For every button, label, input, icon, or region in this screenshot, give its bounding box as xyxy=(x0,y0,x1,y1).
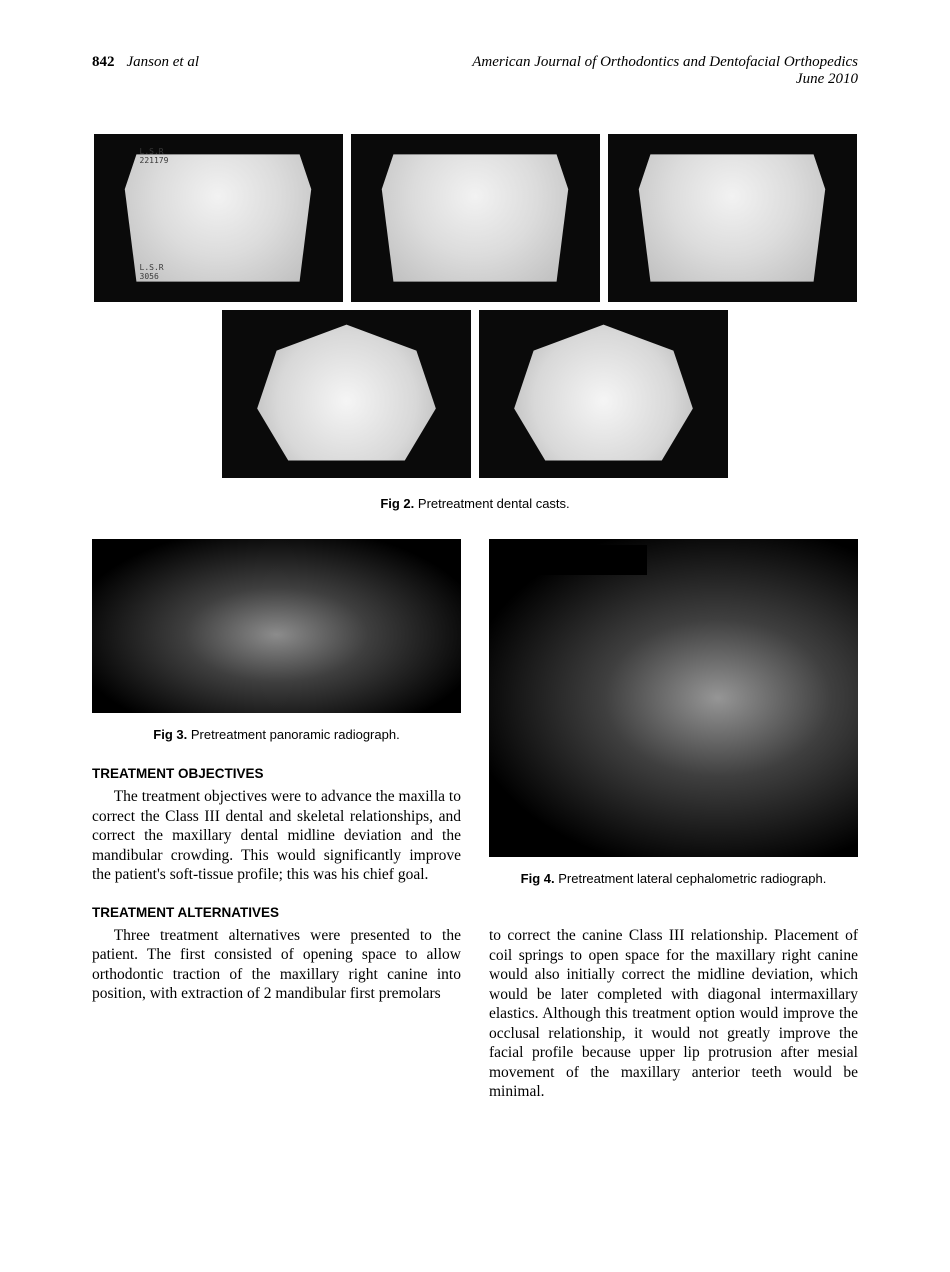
authors: Janson et al xyxy=(127,54,200,71)
fig2-row-top: L.S.R 221179 L.S.R 3056 xyxy=(94,134,857,302)
fig3-caption-text: Pretreatment panoramic radiograph. xyxy=(191,727,400,742)
body-treatment-alternatives-right: to correct the canine Class III relation… xyxy=(489,926,858,1102)
header-right: American Journal of Orthodontics and Den… xyxy=(472,54,858,88)
fig3-caption: Fig 3. Pretreatment panoramic radiograph… xyxy=(92,727,461,742)
cast-id-bottom: L.S.R 3056 xyxy=(140,264,164,282)
body-treatment-alternatives-left: Three treatment alternatives were presen… xyxy=(92,926,461,1004)
header-left: 842 Janson et al xyxy=(92,54,199,71)
cast-arch xyxy=(249,322,443,466)
xray-gradient xyxy=(489,539,858,857)
fig2-caption: Fig 2. Pretreatment dental casts. xyxy=(92,496,858,511)
journal-title: American Journal of Orthodontics and Den… xyxy=(472,54,858,71)
cast-right-lateral: L.S.R 221179 L.S.R 3056 xyxy=(94,134,343,302)
cast-maxillary-occlusal xyxy=(222,310,471,478)
redaction-block xyxy=(527,545,647,575)
fig2-dental-casts: L.S.R 221179 L.S.R 3056 xyxy=(92,134,858,478)
heading-treatment-alternatives: TREATMENT ALTERNATIVES xyxy=(92,905,461,920)
cast-mandibular-occlusal xyxy=(479,310,728,478)
fig3-panoramic-radiograph xyxy=(92,539,461,713)
cast-id-top: L.S.R 221179 xyxy=(140,148,169,166)
fig3-label: Fig 3. xyxy=(153,727,187,742)
cast-left-lateral xyxy=(608,134,857,302)
fig2-caption-text: Pretreatment dental casts. xyxy=(418,496,570,511)
xray-gradient xyxy=(92,539,461,713)
cast-frontal xyxy=(351,134,600,302)
fig2-row-bottom xyxy=(222,310,728,478)
running-header: 842 Janson et al American Journal of Ort… xyxy=(92,54,858,88)
body-treatment-objectives: The treatment objectives were to advance… xyxy=(92,787,461,885)
cast-shape xyxy=(635,146,829,290)
page-number: 842 xyxy=(92,54,115,71)
fig4-label: Fig 4. xyxy=(521,871,555,886)
left-column: Fig 3. Pretreatment panoramic radiograph… xyxy=(92,539,461,1102)
fig4-lateral-cephalometric-radiograph xyxy=(489,539,858,857)
fig2-label: Fig 2. xyxy=(380,496,414,511)
fig4-caption-text: Pretreatment lateral cephalometric radio… xyxy=(558,871,826,886)
heading-treatment-objectives: TREATMENT OBJECTIVES xyxy=(92,766,461,781)
fig4-caption: Fig 4. Pretreatment lateral cephalometri… xyxy=(489,871,858,886)
right-column: Fig 4. Pretreatment lateral cephalometri… xyxy=(489,539,858,1102)
issue-date: June 2010 xyxy=(472,71,858,88)
cast-arch xyxy=(506,322,700,466)
cast-shape xyxy=(378,146,572,290)
two-column-region: Fig 3. Pretreatment panoramic radiograph… xyxy=(92,539,858,1102)
